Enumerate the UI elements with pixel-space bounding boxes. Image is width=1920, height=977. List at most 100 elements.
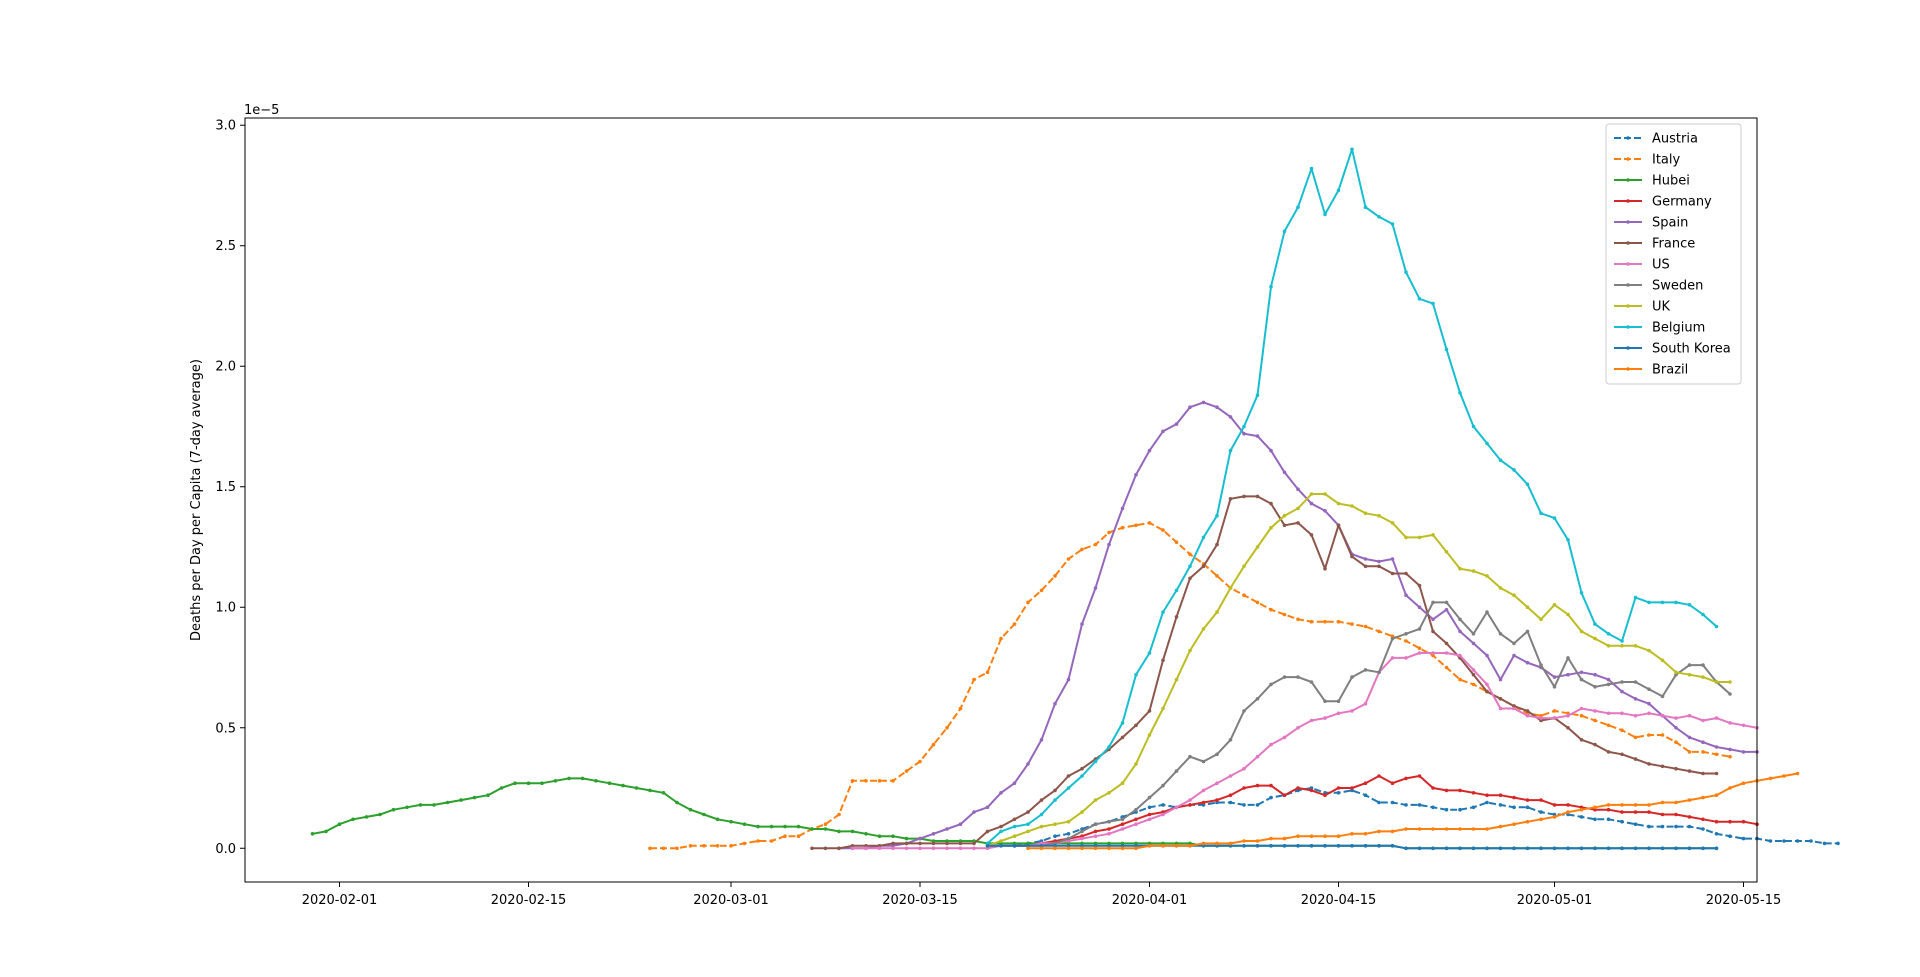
- data-point: [1201, 400, 1206, 405]
- data-point: [756, 839, 760, 843]
- data-point: [661, 846, 666, 851]
- data-point: [1053, 846, 1057, 851]
- data-point: [1782, 839, 1786, 843]
- data-point: [1377, 564, 1381, 569]
- data-point: [1687, 713, 1692, 718]
- data-point: [1444, 651, 1449, 655]
- data-point: [1431, 846, 1435, 851]
- data-point: [378, 812, 382, 817]
- data-point: [1080, 547, 1084, 552]
- legend-item: Germany: [1614, 195, 1712, 210]
- data-point: [1431, 651, 1435, 655]
- legend-marker: [1626, 346, 1630, 350]
- data-point: [1134, 807, 1138, 812]
- data-point: [1471, 668, 1476, 672]
- data-point: [1228, 586, 1233, 590]
- data-point: [1741, 723, 1746, 728]
- data-point: [1174, 844, 1179, 848]
- data-point: [1714, 771, 1719, 776]
- data-point: [1147, 651, 1152, 655]
- data-point: [1107, 844, 1111, 848]
- data-point: [1323, 793, 1327, 797]
- data-point: [1350, 709, 1354, 713]
- data-point: [1687, 824, 1692, 829]
- data-point: [1633, 644, 1638, 648]
- data-point: [1444, 600, 1449, 605]
- data-point: [1728, 692, 1732, 696]
- data-point: [1701, 675, 1705, 679]
- data-point: [1674, 824, 1678, 829]
- data-point: [958, 841, 963, 846]
- data-point: [1269, 844, 1273, 848]
- data-point: [1728, 786, 1732, 790]
- data-point: [1309, 788, 1314, 793]
- series-line: [1014, 787, 1838, 847]
- data-point: [1485, 653, 1489, 658]
- data-point: [1836, 841, 1840, 846]
- data-point: [823, 846, 828, 851]
- data-point: [1701, 740, 1705, 744]
- data-point: [1471, 672, 1476, 677]
- data-point: [1498, 677, 1503, 682]
- data-point: [1282, 513, 1287, 518]
- data-point: [1255, 754, 1260, 759]
- data-point: [1471, 791, 1476, 795]
- data-point: [1458, 629, 1462, 634]
- data-point: [1080, 774, 1084, 778]
- series-uk: [985, 492, 1732, 848]
- data-point: [1107, 819, 1111, 824]
- data-point: [1282, 844, 1287, 848]
- data-point: [702, 812, 706, 817]
- data-point: [1498, 458, 1503, 463]
- data-point: [1350, 622, 1354, 626]
- data-point: [1714, 624, 1719, 629]
- data-point: [1174, 540, 1179, 544]
- data-point: [1714, 793, 1719, 797]
- data-point: [1579, 629, 1584, 634]
- data-point: [526, 781, 531, 785]
- legend-item: Belgium: [1614, 321, 1705, 336]
- legend-item: Hubei: [1614, 174, 1690, 189]
- data-point: [1228, 774, 1233, 778]
- data-point: [1431, 653, 1435, 658]
- data-point: [1431, 533, 1435, 537]
- series-brazil: [1026, 771, 1800, 851]
- data-point: [1458, 653, 1462, 658]
- data-point: [1566, 803, 1570, 807]
- data-point: [1242, 593, 1246, 597]
- data-point: [1417, 646, 1422, 650]
- data-point: [1282, 523, 1287, 528]
- data-point: [1458, 677, 1462, 682]
- data-point: [540, 781, 544, 785]
- data-point: [1714, 819, 1719, 824]
- data-point: [1552, 685, 1557, 689]
- data-point: [1026, 600, 1030, 605]
- legend-label: South Korea: [1652, 342, 1731, 357]
- data-point: [1147, 844, 1152, 848]
- data-point: [1363, 701, 1368, 706]
- data-point: [972, 677, 976, 682]
- data-point: [1593, 672, 1597, 677]
- data-point: [1525, 709, 1530, 713]
- data-point: [1606, 682, 1611, 687]
- data-point: [1107, 745, 1111, 749]
- data-point: [1444, 550, 1449, 554]
- data-point: [1296, 487, 1300, 492]
- data-point: [769, 824, 774, 829]
- data-point: [1390, 656, 1395, 660]
- data-point: [1620, 711, 1624, 716]
- data-point: [1147, 448, 1152, 453]
- data-point: [1525, 629, 1530, 634]
- legend-marker: [1626, 220, 1630, 224]
- data-point: [1552, 675, 1557, 679]
- data-point: [1255, 393, 1260, 398]
- series-spain: [837, 400, 1759, 851]
- data-point: [1242, 709, 1246, 713]
- data-point: [1606, 803, 1611, 807]
- data-point: [1080, 844, 1084, 848]
- data-point: [1660, 764, 1665, 769]
- data-point: [877, 779, 882, 783]
- data-point: [1498, 793, 1503, 797]
- legend-label: UK: [1652, 300, 1671, 315]
- data-point: [972, 846, 976, 851]
